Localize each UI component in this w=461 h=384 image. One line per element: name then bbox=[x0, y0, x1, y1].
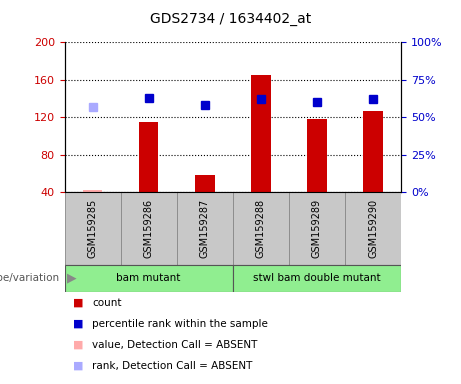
Text: stwl bam double mutant: stwl bam double mutant bbox=[253, 273, 381, 283]
Bar bbox=[363, 111, 383, 192]
Bar bbox=[251, 75, 271, 192]
Bar bbox=[233, 192, 289, 265]
Text: ■: ■ bbox=[73, 361, 83, 371]
Text: GSM159290: GSM159290 bbox=[368, 199, 378, 258]
Text: GSM159285: GSM159285 bbox=[88, 199, 98, 258]
Text: ■: ■ bbox=[73, 340, 83, 350]
Bar bbox=[139, 122, 159, 192]
Text: genotype/variation: genotype/variation bbox=[0, 273, 60, 283]
Bar bbox=[289, 192, 345, 265]
Bar bbox=[345, 192, 401, 265]
Text: GDS2734 / 1634402_at: GDS2734 / 1634402_at bbox=[150, 12, 311, 25]
Bar bbox=[121, 192, 177, 265]
Text: percentile rank within the sample: percentile rank within the sample bbox=[92, 319, 268, 329]
Bar bbox=[65, 265, 233, 292]
Text: ■: ■ bbox=[73, 298, 83, 308]
Bar bbox=[83, 190, 102, 192]
Bar bbox=[195, 175, 214, 192]
Text: GSM159288: GSM159288 bbox=[256, 199, 266, 258]
Text: rank, Detection Call = ABSENT: rank, Detection Call = ABSENT bbox=[92, 361, 253, 371]
Bar bbox=[177, 192, 233, 265]
Text: GSM159286: GSM159286 bbox=[144, 199, 154, 258]
Bar bbox=[233, 265, 401, 292]
Text: ▶: ▶ bbox=[67, 272, 77, 285]
Text: GSM159287: GSM159287 bbox=[200, 199, 210, 258]
Bar bbox=[65, 192, 121, 265]
Text: ■: ■ bbox=[73, 319, 83, 329]
Bar bbox=[307, 119, 327, 192]
Text: value, Detection Call = ABSENT: value, Detection Call = ABSENT bbox=[92, 340, 258, 350]
Text: count: count bbox=[92, 298, 122, 308]
Text: bam mutant: bam mutant bbox=[117, 273, 181, 283]
Text: GSM159289: GSM159289 bbox=[312, 199, 322, 258]
